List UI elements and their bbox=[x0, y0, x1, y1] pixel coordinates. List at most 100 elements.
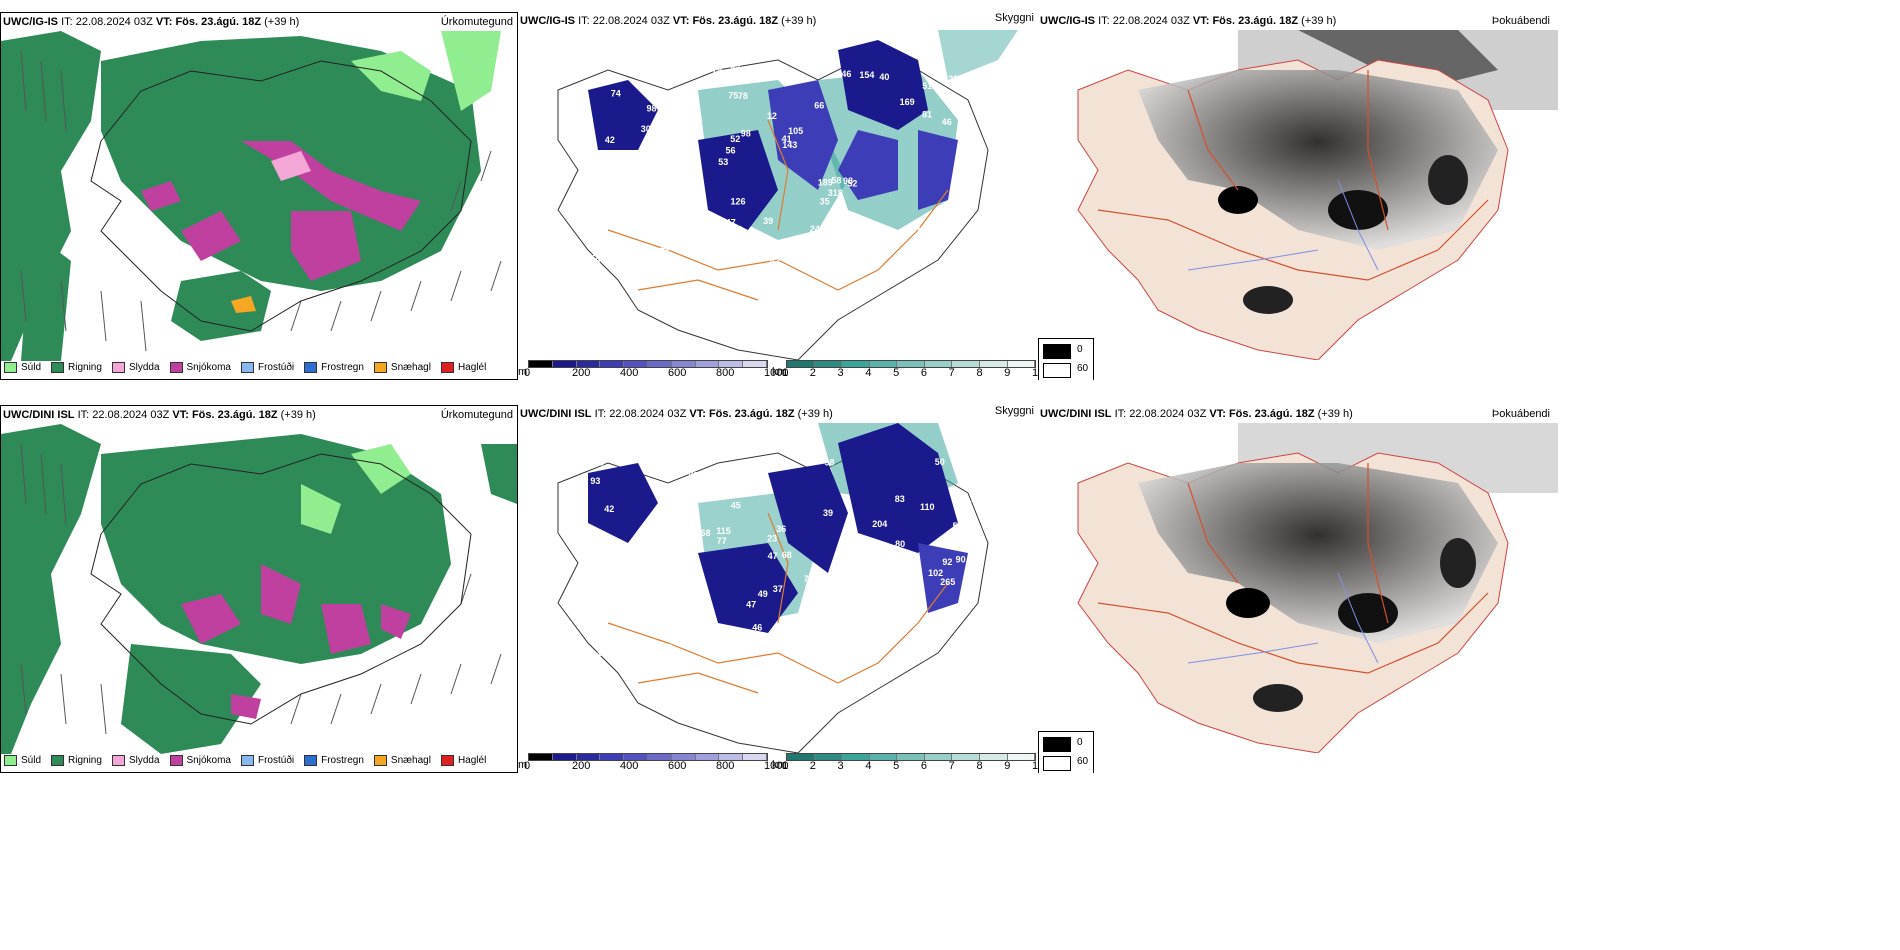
cloud-base-label: 99 bbox=[589, 236, 599, 246]
cloud-base-label: 39 bbox=[669, 585, 679, 595]
cloud-base-label: 167 bbox=[687, 237, 702, 247]
cloud-base-label: 12 bbox=[650, 227, 660, 237]
cloud-base-label: 52 bbox=[847, 179, 857, 189]
colorbar-tick-label: 10 bbox=[1032, 367, 1038, 379]
cloud-base-label: 170 bbox=[607, 208, 622, 218]
cloud-base-label: 30 bbox=[874, 592, 884, 602]
lead-time: (+39 h) bbox=[264, 16, 300, 28]
cloud-base-label: 62 bbox=[624, 249, 634, 259]
cloud-base-label: 53 bbox=[736, 450, 746, 460]
legend-swatch bbox=[51, 755, 65, 766]
legend-label: Haglél bbox=[457, 755, 487, 766]
cloud-base-label: 61 bbox=[589, 446, 599, 456]
cloud-base-label: 90 bbox=[956, 555, 966, 565]
cloud-base-label: 318 bbox=[828, 188, 843, 198]
vt-value: Fös. 23.ágú. 18Z bbox=[1228, 408, 1315, 420]
cloud-base-label: 60 bbox=[665, 554, 675, 564]
colorbar-tick-label: 0 bbox=[524, 760, 531, 772]
cloud-base-label: 51 bbox=[662, 203, 672, 213]
cloud-base-label: 265 bbox=[940, 577, 955, 587]
cloud-base-label: 60 bbox=[682, 117, 692, 127]
cloud-base-label: 40 bbox=[764, 642, 774, 652]
legend-item: Rigning bbox=[51, 362, 102, 373]
precip-title: Úrkomutegund bbox=[440, 409, 513, 421]
vt-label: VT: bbox=[155, 16, 173, 28]
cloud-base-label: 42 bbox=[651, 462, 661, 472]
colorbar-tick-label: 200 bbox=[572, 760, 591, 772]
visbar bbox=[786, 360, 1036, 368]
it-value: 22.08.2024 03Z bbox=[609, 408, 687, 420]
cloud-base-label: 56 bbox=[590, 256, 600, 266]
legend-item: Slydda bbox=[111, 755, 160, 766]
vt-label: VT: bbox=[689, 408, 706, 420]
lead-time: (+39 h) bbox=[280, 409, 316, 421]
legend-swatch bbox=[4, 362, 17, 373]
fog-panel-bottom: UWC/DINI ISL IT: 22.08.2024 03Z VT: Fös.… bbox=[1038, 405, 1900, 773]
cloud-base-label: 46 bbox=[841, 69, 851, 79]
cloud-base-label: 39 bbox=[763, 216, 773, 226]
it-label: IT: bbox=[594, 408, 607, 420]
cloud-base-label: 68 bbox=[701, 528, 711, 538]
cloud-base-label: 98 bbox=[843, 176, 853, 186]
legend-swatch bbox=[169, 755, 183, 766]
cloud-base-label: 154 bbox=[859, 70, 874, 80]
legend-item: Frostregn bbox=[304, 362, 364, 373]
legend-swatch bbox=[51, 362, 65, 373]
cloud-base-label: 66 bbox=[732, 645, 742, 655]
vt-label: VT: bbox=[672, 15, 690, 27]
legend-swatch bbox=[111, 362, 125, 373]
cloud-base-label: 30 bbox=[641, 124, 651, 134]
it-label: IT: bbox=[1114, 408, 1127, 420]
cloud-base-label: 30 bbox=[823, 575, 833, 585]
legend-swatch bbox=[304, 362, 318, 373]
cloud-base-label: 35 bbox=[942, 200, 952, 210]
legend-item: Rigning bbox=[51, 755, 102, 766]
fog-legend-box: 0 60 bbox=[1038, 338, 1094, 380]
cloud-base-label: 143 bbox=[782, 140, 797, 150]
cloud-base-label: 80 bbox=[895, 539, 905, 549]
vt-value: Fös. 23.ágú. 18Z bbox=[191, 409, 278, 421]
legend-swatch bbox=[440, 362, 454, 373]
fog-legend-box: 0 60 bbox=[1038, 731, 1094, 773]
cloud-base-label: 214 bbox=[911, 222, 926, 232]
it-value: 22.08.2024 03Z bbox=[1112, 15, 1190, 27]
colorbar-tick-label: 7 bbox=[948, 760, 955, 772]
legend-label: Snjókoma bbox=[186, 362, 231, 373]
cloud-base-label: 47 bbox=[768, 551, 778, 561]
cloud-base-label: 39 bbox=[662, 496, 672, 506]
legend-label: Haglél bbox=[457, 362, 487, 373]
colorbar-tick-label: 400 bbox=[620, 760, 639, 772]
fog-title: Þokuábendi bbox=[1491, 408, 1550, 420]
cloud-base-label: 58 bbox=[831, 176, 841, 186]
it-label: IT: bbox=[578, 15, 590, 27]
cloud-base-label: 66 bbox=[814, 101, 824, 111]
colorbar-tick-label: 800 bbox=[716, 760, 735, 772]
colorbar-tick-label: 800 bbox=[716, 367, 735, 379]
cloud-map: 2342515366627512603699127810552745916518… bbox=[557, 30, 1018, 360]
cloud-base-label: 45 bbox=[660, 242, 670, 252]
model-name: UWC/IG-IS bbox=[1040, 15, 1095, 27]
cloud-base-label: 68 bbox=[782, 550, 792, 560]
it-label: IT: bbox=[1098, 15, 1110, 27]
cloud-base-label: 102 bbox=[928, 568, 943, 578]
legend-label: Slydda bbox=[128, 362, 160, 373]
cloud-base-label: 92 bbox=[942, 557, 952, 567]
legend-item: Haglél bbox=[440, 755, 487, 766]
it-value: 22.08.2024 03Z bbox=[92, 409, 170, 421]
precip-title: Úrkomutegund bbox=[440, 16, 513, 28]
cloud-base-label: 105 bbox=[788, 126, 803, 136]
cloud-base-label: 76 bbox=[939, 650, 949, 660]
fog-swatch-dark bbox=[1043, 344, 1071, 359]
cloud-base-label: 169 bbox=[900, 97, 915, 107]
cloud-base-label: 126 bbox=[731, 197, 746, 207]
it-value: 22.08.2024 03Z bbox=[1129, 408, 1207, 420]
cloud-base-label: 40 bbox=[747, 52, 757, 62]
cloud-base-label: 26 bbox=[660, 527, 670, 537]
vt-value: Fös. 23.ágú. 18Z bbox=[1212, 15, 1299, 27]
vt-label: VT: bbox=[1192, 15, 1210, 27]
fog-value-0: 0 bbox=[1077, 737, 1083, 748]
visbar-unit: km bbox=[772, 759, 787, 771]
cloud-base-label: 40 bbox=[879, 72, 889, 82]
legend-item: Snæhagl bbox=[373, 755, 431, 766]
cloud-base-label: 10 bbox=[846, 590, 856, 600]
